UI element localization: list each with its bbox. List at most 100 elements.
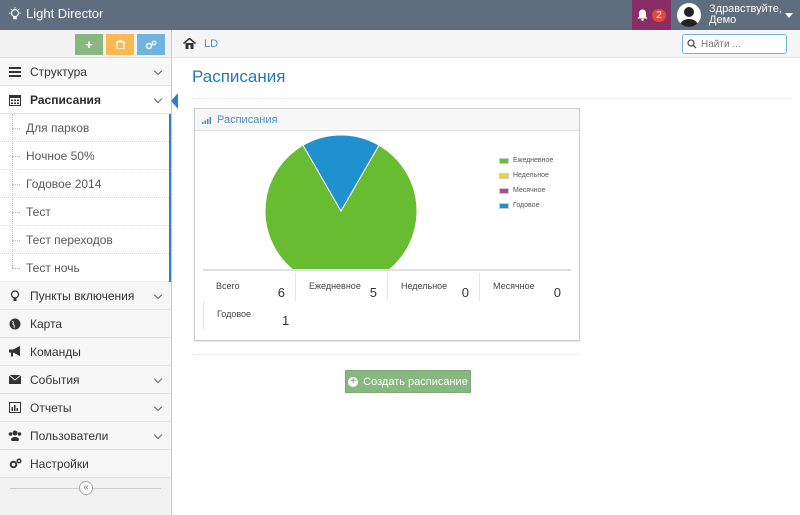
search-box[interactable] [682, 34, 787, 54]
calendar-icon [8, 93, 22, 107]
sidebar-item-label: Структура [30, 64, 87, 79]
sidebar-item-map[interactable]: Карта [0, 310, 171, 338]
search-icon [687, 39, 697, 49]
legend-swatch [499, 172, 509, 179]
stat-daily: Ежедневное 5 [295, 273, 387, 301]
legend-swatch [499, 187, 509, 194]
legend-label: Недельное [513, 172, 549, 179]
bell-icon [637, 9, 648, 21]
signal-icon [202, 116, 211, 124]
legend-label: Ежедневное [513, 157, 554, 164]
chevron-down-icon [153, 66, 163, 76]
chevron-down-icon [153, 430, 163, 440]
user-greeting: Здравствуйте, Демо [709, 3, 782, 26]
pie-slice-0 [264, 144, 418, 271]
stat-total: Всего 6 [203, 273, 295, 301]
sidebar-item-label: Отчеты [30, 400, 72, 415]
avatar [677, 3, 701, 27]
stat-value: 5 [369, 285, 377, 300]
notifications-button[interactable]: 2 [632, 0, 671, 30]
sidebar-item-label: Карта [30, 316, 63, 331]
create-schedule-button[interactable]: + Создать расписание [345, 370, 471, 393]
stat-value: 0 [461, 285, 469, 300]
legend-item: Ежедневное [499, 153, 553, 168]
shortcut-building-button[interactable] [106, 34, 134, 55]
lightbulb-logo-icon [8, 6, 22, 19]
active-indicator [171, 93, 178, 109]
sidebar: + Структура Расписания Для парков Ночное… [0, 30, 178, 515]
sidebar-item-structure[interactable]: Структура [0, 58, 171, 86]
widget-title: Расписания [217, 113, 278, 126]
sidebar-item-commands[interactable]: Команды [0, 338, 171, 366]
stat-monthly: Месячное 0 [479, 273, 571, 301]
sitemap-icon [8, 65, 22, 79]
shortcut-add-button[interactable]: + [75, 34, 103, 55]
sidebar-item-label: Команды [30, 344, 81, 359]
sidebar-item-label: Пункты включения [30, 288, 135, 303]
chevron-down-icon [153, 402, 163, 412]
legend-label: Годовое [513, 202, 540, 209]
stat-value: 1 [282, 313, 290, 328]
sidebar-item-users[interactable]: Пользователи [0, 422, 171, 450]
submenu-item-annual-2014[interactable]: Годовое 2014 [0, 170, 169, 198]
legend-item: Месячное [499, 183, 553, 198]
stat-value: 6 [277, 285, 285, 300]
plus-icon: + [85, 37, 93, 52]
users-icon [8, 429, 22, 443]
bullhorn-icon [8, 345, 22, 359]
sidebar-item-switch-points[interactable]: Пункты включения [0, 282, 171, 310]
chart-legend: Ежедневное Недельное Месячное Годовое [499, 153, 553, 213]
sidebar-shortcuts: + [0, 30, 171, 58]
submenu-item-test[interactable]: Тест [0, 198, 169, 226]
sidebar-item-reports[interactable]: Отчеты [0, 394, 171, 422]
divider [192, 354, 580, 355]
page-title: Расписания [192, 67, 286, 86]
bar-chart-icon [8, 401, 22, 415]
chevron-down-icon [153, 290, 163, 300]
collapse-sidebar-button[interactable]: « [79, 481, 93, 495]
legend-swatch [499, 202, 509, 209]
stat-label: Месячное [493, 281, 535, 291]
breadcrumb-link[interactable]: LD [204, 38, 219, 50]
search-input[interactable] [701, 38, 781, 50]
legend-label: Месячное [513, 187, 546, 194]
sidebar-item-settings[interactable]: Настройки [0, 450, 171, 478]
cogs-icon [145, 40, 157, 49]
sidebar-item-schedules[interactable]: Расписания [0, 86, 178, 114]
breadcrumb: LD [172, 30, 800, 58]
submenu-item-test-night[interactable]: Тест ночь [0, 254, 169, 282]
sidebar-item-label: Расписания [30, 92, 101, 107]
stat-label: Недельное [401, 281, 448, 291]
app-title: Light Director [26, 6, 104, 21]
brand[interactable]: Light Director [8, 6, 103, 21]
stat-value: 0 [553, 285, 561, 300]
submenu-item-test-transitions[interactable]: Тест переходов [0, 226, 169, 254]
legend-swatch [499, 157, 509, 164]
pie-chart [264, 134, 418, 271]
stat-label: Всего [216, 281, 240, 291]
home-icon[interactable] [183, 37, 196, 52]
widget-header: Расписания [195, 109, 579, 131]
notification-badge: 2 [652, 8, 666, 22]
submenu-item-parks[interactable]: Для парков [0, 114, 169, 142]
submenu-item-night-50[interactable]: Ночное 50% [0, 142, 169, 170]
sidebar-item-label: Пользователи [30, 428, 109, 443]
user-menu[interactable]: Здравствуйте, Демо [671, 0, 800, 30]
legend-item: Недельное [499, 168, 553, 183]
stat-label: Годовое [217, 309, 252, 319]
shortcut-settings-button[interactable] [137, 34, 165, 55]
globe-icon [8, 317, 22, 331]
chevron-down-icon [153, 94, 163, 104]
pie-slice-3 [302, 134, 380, 212]
sidebar-item-label: События [30, 372, 80, 387]
legend-item: Годовое [499, 198, 553, 213]
cogs-icon [8, 457, 22, 471]
stats-divider [203, 269, 571, 271]
divider [192, 98, 792, 99]
sidebar-item-events[interactable]: События [0, 366, 171, 394]
create-schedule-label: Создать расписание [363, 375, 468, 388]
schedules-widget: Расписания Ежедневное Недельное Месячное… [194, 108, 580, 341]
plus-circle-icon: + [348, 376, 359, 387]
stat-annual: Годовое 1 [203, 301, 295, 329]
building-icon [115, 40, 125, 49]
